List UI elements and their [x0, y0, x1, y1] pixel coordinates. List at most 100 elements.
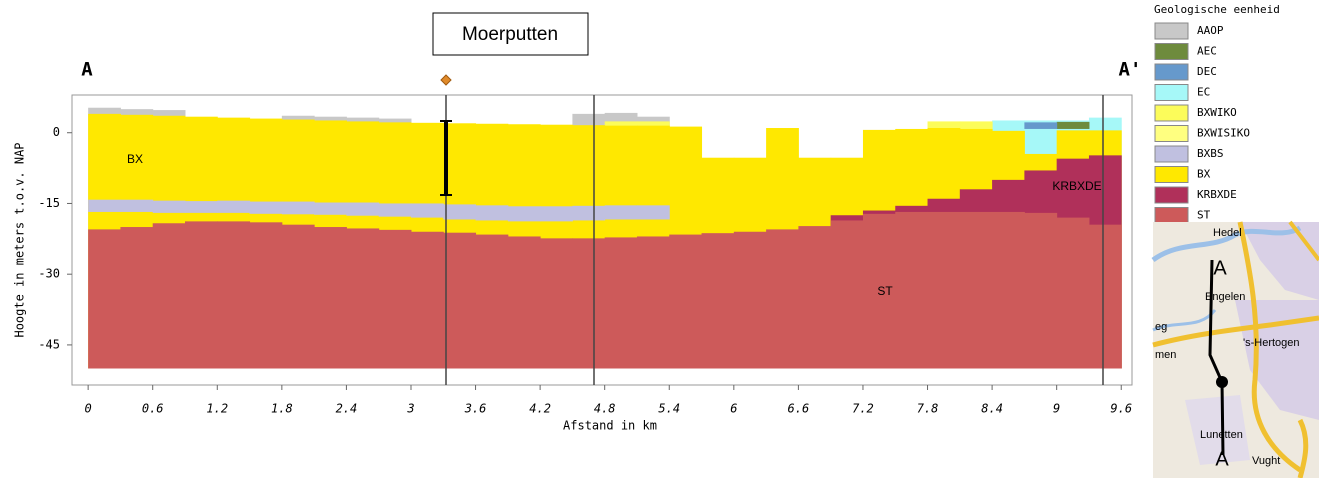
layer-cell: [153, 223, 186, 368]
layer-cell: [605, 237, 638, 368]
x-tick-label: 1.8: [271, 402, 293, 416]
y-tick-label: -30: [38, 267, 60, 281]
x-axis-label: Afstand in km: [563, 419, 657, 433]
legend-label: ST: [1197, 209, 1211, 222]
layer-label: BX: [127, 152, 143, 166]
x-tick-label: 0: [85, 402, 92, 416]
legend-swatch: [1155, 208, 1188, 224]
x-tick-label: 2.4: [336, 402, 358, 416]
legend-title: Geologische eenheid: [1154, 3, 1280, 16]
layer-cell: [476, 205, 509, 220]
layer-cell: [605, 205, 638, 219]
page: {"chart_data": { "type": "cross-section"…: [0, 0, 1319, 478]
legend-swatch: [1155, 44, 1188, 60]
layer-label: ST: [877, 284, 893, 298]
section-start: A: [81, 59, 93, 81]
layer-cell: [1057, 122, 1090, 129]
layer-cell: [185, 201, 218, 213]
layer-cell: [346, 228, 379, 368]
layer-cell: [443, 204, 476, 219]
location-map: HedelEngelen's-HertogenegmenLunettenVugh…: [1153, 222, 1319, 478]
legend-swatch: [1155, 167, 1188, 183]
legend-label: KRBXDE: [1197, 188, 1237, 201]
legend-swatch: [1155, 146, 1188, 162]
layer-cell: [1057, 218, 1090, 369]
layer-cell: [798, 226, 831, 368]
legend-label: DEC: [1197, 65, 1217, 78]
layer-cell: [443, 233, 476, 369]
legend-swatch: [1155, 64, 1188, 80]
layer-cell: [314, 203, 347, 215]
map-label: eg: [1155, 321, 1167, 333]
chart: Moerputten A A' Afstand in km Hoogte in …: [0, 0, 1319, 478]
legend-swatch: [1155, 187, 1188, 203]
legend-swatch: [1155, 85, 1188, 101]
layer-cell: [476, 235, 509, 369]
x-tick-label: 3.6: [464, 402, 487, 416]
layer-cell: [540, 238, 573, 368]
x-tick-label: 4.2: [529, 402, 551, 416]
layer-cell: [572, 238, 605, 368]
layer-cell: [637, 205, 670, 219]
layer-cell: [669, 235, 702, 369]
layer-cell: [88, 200, 121, 212]
layer-cell: [734, 232, 767, 369]
layer-cell: [185, 221, 218, 368]
legend-swatch: [1155, 105, 1188, 121]
layer-cell: [508, 236, 541, 368]
layers: [88, 108, 1122, 369]
map-label: Vught: [1252, 455, 1280, 467]
legend-label: BXBS: [1197, 147, 1224, 160]
y-tick-label: -15: [38, 196, 60, 210]
layer-cell: [250, 202, 283, 214]
layer-cell: [88, 229, 121, 368]
layer-cell: [895, 212, 928, 369]
x-tick-label: 3: [406, 402, 414, 416]
x-tick-label: 9: [1053, 402, 1060, 416]
layer-cell: [1089, 225, 1122, 369]
layer-cell: [540, 206, 573, 221]
layer-cell: [120, 227, 153, 368]
layer-cell: [346, 203, 379, 216]
borehole-label: Moerputten: [462, 24, 558, 45]
layer-cell: [992, 212, 1025, 369]
y-tick-label: 0: [53, 125, 60, 139]
layer-cell: [702, 233, 735, 368]
layer-cell: [217, 221, 250, 368]
x-tick-label: 0.6: [142, 402, 164, 416]
map-label: Engelen: [1205, 291, 1245, 303]
layer-cell: [120, 200, 153, 212]
x-tick-label: 7.2: [852, 402, 874, 416]
legend-swatch: [1155, 126, 1188, 142]
layer-cell: [153, 201, 186, 213]
legend-label: BX: [1197, 168, 1211, 181]
map-end: A: [1215, 448, 1229, 470]
layer-cell: [379, 203, 412, 216]
legend-label: AEC: [1197, 45, 1217, 58]
layer-cell: [508, 206, 541, 221]
layer-cell: [637, 236, 670, 368]
layer-cell: [960, 212, 993, 369]
layer-cell: [217, 201, 250, 213]
layer-cell: [250, 222, 283, 368]
x-tick-label: 1.2: [206, 402, 228, 416]
x-tick-label: 5.4: [658, 402, 680, 416]
layer-label: KRBXDE: [1052, 179, 1101, 193]
map-start: A: [1213, 257, 1227, 279]
layer-cell: [282, 202, 315, 215]
layer-cell: [411, 232, 444, 369]
layer-cell: [411, 203, 444, 217]
x-tick-label: 7.8: [917, 402, 939, 416]
borehole-marker: [441, 75, 451, 85]
map-label: men: [1155, 349, 1176, 361]
layer-cell: [572, 206, 605, 221]
y-tick-label: -45: [38, 337, 60, 351]
legend-label: EC: [1197, 86, 1210, 99]
legend-label: BXWIKO: [1197, 106, 1237, 119]
layer-cell: [831, 220, 864, 368]
x-tick-label: 6.6: [788, 402, 810, 416]
map-label: 's-Hertogen: [1243, 337, 1300, 349]
legend-swatch: [1155, 23, 1188, 39]
legend-label: AAOP: [1197, 24, 1224, 37]
x-tick-label: 4.8: [594, 402, 616, 416]
